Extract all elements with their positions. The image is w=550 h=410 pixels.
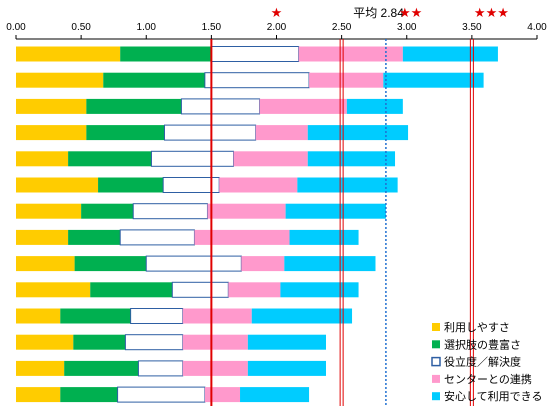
bar-segment-s4-r10 bbox=[251, 308, 353, 324]
bar-segment-s0-r0 bbox=[16, 46, 121, 62]
bar-segment-s0-r2 bbox=[16, 98, 87, 114]
x-tick-label: 1.50 bbox=[202, 22, 222, 33]
x-tick-label: 2.50 bbox=[332, 22, 352, 33]
bar-segment-s3-r7 bbox=[194, 229, 290, 245]
bar-segment-s2-r8 bbox=[145, 255, 242, 272]
bar-segment-s0-r11 bbox=[16, 334, 74, 350]
bar-segment-s2-r9 bbox=[171, 281, 229, 298]
bar-segment-s4-r7 bbox=[289, 229, 359, 245]
bar-segment-s2-r0 bbox=[210, 46, 300, 62]
star-label-4: ★★★ bbox=[474, 6, 509, 21]
x-tick-label: 3.00 bbox=[397, 22, 417, 33]
bar-segment-s3-r13 bbox=[204, 387, 241, 403]
legend-label-3: センターとの連携 bbox=[444, 372, 532, 386]
bar-segment-s2-r2 bbox=[180, 98, 261, 115]
bar-segment-s1-r7 bbox=[68, 229, 121, 245]
average-label: 平均 2.84 bbox=[353, 6, 404, 20]
bar-segment-s2-r12 bbox=[137, 360, 184, 377]
bar-segment-s0-r3 bbox=[16, 125, 87, 141]
bar-segment-s1-r6 bbox=[81, 203, 134, 219]
bar-segment-s2-r6 bbox=[132, 203, 208, 220]
x-tick-label: 4.00 bbox=[527, 22, 547, 33]
legend-swatch-3 bbox=[432, 374, 440, 383]
bar-segment-s2-r13 bbox=[117, 386, 206, 403]
bar-segment-s4-r1 bbox=[383, 72, 484, 88]
bar-segment-s4-r3 bbox=[307, 125, 409, 141]
bar-segment-s0-r6 bbox=[16, 203, 82, 219]
bar-segment-s4-r0 bbox=[402, 46, 498, 62]
star-label-1: ★ bbox=[271, 6, 283, 21]
bar-segment-s4-r4 bbox=[307, 151, 396, 167]
bar-segment-s1-r12 bbox=[64, 360, 139, 376]
bar-segment-s3-r3 bbox=[255, 125, 308, 141]
bar-segment-s4-r8 bbox=[284, 256, 376, 272]
bar-segment-s0-r10 bbox=[16, 308, 61, 324]
bar-segment-s1-r9 bbox=[90, 282, 173, 298]
legend-swatch-4 bbox=[432, 392, 440, 401]
bar-segment-s2-r3 bbox=[163, 124, 257, 141]
legend-label-4: 安心して利用できる bbox=[444, 389, 542, 403]
legend-swatch-2 bbox=[431, 356, 441, 367]
bar-segment-s4-r13 bbox=[240, 387, 310, 403]
bar-segment-s2-r4 bbox=[150, 150, 235, 167]
bar-segment-s1-r1 bbox=[103, 72, 205, 88]
legend-label-2: 役立度／解決度 bbox=[444, 355, 521, 369]
bar-segment-s3-r5 bbox=[219, 177, 298, 193]
bar-segment-s3-r6 bbox=[207, 203, 286, 219]
bar-segment-s1-r8 bbox=[74, 256, 147, 272]
x-tick-label: 0.00 bbox=[6, 22, 26, 33]
star-label-3: ★★ bbox=[399, 6, 422, 21]
bar-segment-s3-r12 bbox=[182, 360, 248, 376]
bar-segment-s1-r3 bbox=[86, 125, 165, 141]
bar-segment-s1-r4 bbox=[68, 151, 152, 167]
bar-segment-s4-r5 bbox=[297, 177, 398, 193]
bar-segment-s0-r8 bbox=[16, 256, 75, 272]
bar-segment-s0-r4 bbox=[16, 151, 69, 167]
bar-segment-s0-r5 bbox=[16, 177, 99, 193]
bar-segment-s4-r2 bbox=[346, 98, 403, 114]
bar-segment-s2-r10 bbox=[130, 308, 184, 324]
bar-segment-s4-r11 bbox=[247, 334, 326, 350]
bar-segment-s0-r7 bbox=[16, 229, 69, 245]
legend-label-0: 利用しやすさ bbox=[444, 321, 510, 334]
legend-swatch-1 bbox=[432, 340, 440, 349]
x-tick-label: 3.50 bbox=[462, 22, 482, 33]
bar-segment-s2-r11 bbox=[124, 334, 184, 351]
bar-segment-s2-r7 bbox=[119, 229, 195, 246]
x-tick-label: 1.00 bbox=[137, 22, 157, 33]
bar-segment-s2-r1 bbox=[204, 72, 310, 89]
legend-swatch-0 bbox=[432, 323, 440, 331]
bar-segment-s1-r5 bbox=[98, 177, 164, 193]
bar-segment-s1-r2 bbox=[86, 98, 182, 114]
bar-segment-s0-r9 bbox=[16, 282, 91, 298]
bar-segment-s0-r12 bbox=[16, 360, 65, 376]
bar-segment-s0-r13 bbox=[16, 387, 61, 403]
bar-segment-s3-r11 bbox=[182, 334, 248, 350]
bar-segment-s1-r10 bbox=[60, 308, 131, 324]
x-tick-label: 0.50 bbox=[71, 22, 91, 33]
bar-segment-s1-r13 bbox=[60, 387, 118, 403]
legend-label-1: 選択肢の豊富さ bbox=[444, 337, 521, 351]
bar-segment-s1-r0 bbox=[120, 46, 212, 62]
bar-segment-s0-r1 bbox=[16, 72, 104, 88]
bar-segment-s4-r6 bbox=[285, 203, 386, 219]
bar-segment-s3-r10 bbox=[182, 308, 252, 324]
bar-segment-s3-r1 bbox=[309, 72, 384, 88]
bar-segment-s3-r0 bbox=[298, 46, 403, 62]
bar-segment-s4-r12 bbox=[247, 360, 326, 376]
bar-segment-s3-r2 bbox=[259, 98, 347, 114]
bar-segment-s1-r11 bbox=[73, 334, 126, 350]
bar-segment-s3-r4 bbox=[233, 151, 308, 167]
x-tick-label: 2.00 bbox=[267, 22, 287, 33]
bar-segment-s3-r9 bbox=[228, 282, 281, 298]
bar-segment-s3-r8 bbox=[241, 256, 285, 272]
bar-segment-s4-r9 bbox=[280, 282, 359, 298]
